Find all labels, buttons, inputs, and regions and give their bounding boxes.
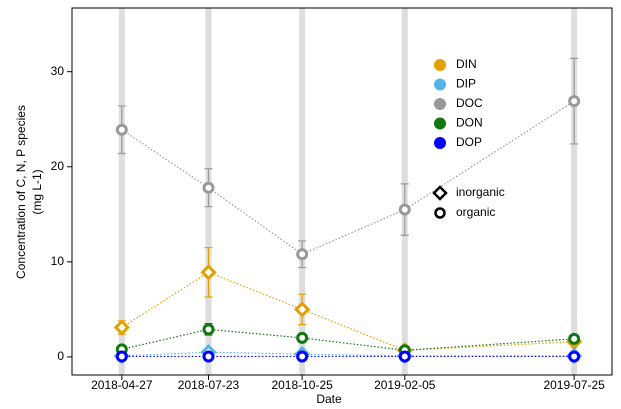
legend-swatch bbox=[434, 98, 446, 110]
legend-label: DOC bbox=[456, 96, 483, 110]
y-tick-label: 20 bbox=[51, 159, 65, 173]
data-point bbox=[398, 203, 411, 216]
series-line bbox=[121, 100, 575, 255]
y-tick-label: 10 bbox=[51, 254, 65, 268]
legend-label: DON bbox=[456, 116, 483, 130]
y-tick-label: 30 bbox=[51, 64, 65, 78]
data-point bbox=[296, 350, 309, 363]
legend-label: DIP bbox=[456, 77, 476, 91]
legend-swatch bbox=[434, 137, 446, 149]
x-tick-label: 2019-07-25 bbox=[543, 378, 605, 392]
y-axis-label: Concentration of C, N, P species bbox=[14, 105, 28, 279]
data-point bbox=[202, 323, 215, 336]
series-line bbox=[121, 271, 575, 351]
legend-label: inorganic bbox=[456, 185, 505, 199]
data-point bbox=[202, 350, 215, 363]
data-point bbox=[113, 319, 130, 336]
legend-swatch bbox=[434, 78, 446, 91]
data-point bbox=[568, 332, 581, 345]
legend-swatch bbox=[434, 117, 446, 130]
legend-label: organic bbox=[456, 205, 495, 219]
series-line bbox=[121, 328, 575, 351]
legend-label: DOP bbox=[456, 135, 482, 149]
data-point bbox=[568, 95, 581, 108]
data-point bbox=[294, 301, 311, 318]
y-tick-label: 0 bbox=[57, 349, 64, 363]
legend-swatch bbox=[434, 59, 446, 71]
data-point bbox=[296, 248, 309, 261]
data-point bbox=[200, 264, 217, 281]
data-point bbox=[115, 350, 128, 363]
x-tick-label: 2018-10-25 bbox=[271, 378, 333, 392]
data-point bbox=[398, 350, 411, 363]
y-axis-label: (mg L-1) bbox=[30, 169, 44, 214]
series-line bbox=[121, 351, 575, 357]
data-point bbox=[202, 181, 215, 194]
x-tick-label: 2018-07-23 bbox=[178, 378, 240, 392]
legend-shape bbox=[434, 207, 446, 219]
legend-label: DIN bbox=[456, 57, 477, 71]
x-axis-label: Date bbox=[316, 392, 342, 406]
plot-frame bbox=[71, 7, 613, 376]
data-point bbox=[568, 350, 581, 363]
legend-shape bbox=[432, 185, 448, 201]
data-point bbox=[115, 123, 128, 136]
data-point bbox=[296, 331, 309, 344]
x-tick-label: 2018-04-27 bbox=[91, 378, 153, 392]
x-tick-label: 2019-02-05 bbox=[374, 378, 436, 392]
